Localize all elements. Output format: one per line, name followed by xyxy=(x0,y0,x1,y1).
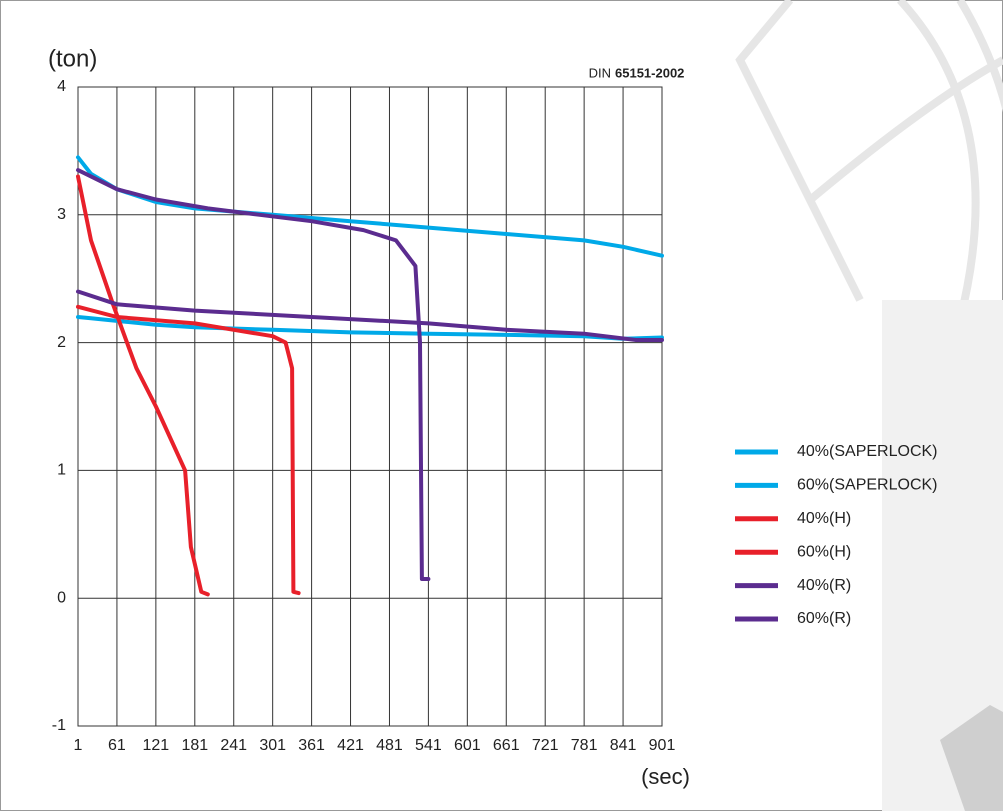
x-tick-label: 481 xyxy=(376,737,403,754)
x-tick-label: 361 xyxy=(298,737,325,754)
legend-label: 40%(SAPERLOCK) xyxy=(797,443,938,460)
y-tick-label: -1 xyxy=(52,717,66,734)
x-tick-label: 1 xyxy=(74,737,83,754)
x-tick-label: 421 xyxy=(337,737,364,754)
data-line xyxy=(76,315,664,341)
y-tick-label: 0 xyxy=(57,589,66,606)
y-tick-label: 2 xyxy=(57,334,66,351)
legend-label: 60%(R) xyxy=(797,610,851,627)
legend-label: 60%(SAPERLOCK) xyxy=(797,477,938,494)
decoration xyxy=(735,0,1003,330)
x-tick-label: 301 xyxy=(259,737,286,754)
data-line xyxy=(76,304,301,596)
x-tick-label: 661 xyxy=(493,737,520,754)
data-line xyxy=(76,168,431,581)
standard-prefix: DIN xyxy=(589,65,611,80)
y-tick-label: 4 xyxy=(57,78,66,95)
y-tick-label: 1 xyxy=(57,462,66,479)
legend-label: 60%(H) xyxy=(797,543,851,560)
decoration xyxy=(940,705,1003,811)
x-axis-label: (sec) xyxy=(641,764,690,789)
x-tick-label: 121 xyxy=(143,737,170,754)
data-line xyxy=(76,174,210,597)
x-tick-label: 721 xyxy=(532,737,559,754)
x-tick-label: 781 xyxy=(571,737,598,754)
x-tick-label: 601 xyxy=(454,737,481,754)
standard-code: 65151-2002 xyxy=(615,65,684,80)
x-tick-label: 541 xyxy=(415,737,442,754)
y-axis-label: (ton) xyxy=(48,45,97,72)
legend-label: 40%(R) xyxy=(797,577,851,594)
legend-label: 40%(H) xyxy=(797,510,851,527)
data-line xyxy=(76,289,664,342)
x-tick-label: 61 xyxy=(108,737,126,754)
x-tick-label: 181 xyxy=(181,737,208,754)
y-tick-label: 3 xyxy=(57,206,66,223)
x-tick-label: 241 xyxy=(220,737,247,754)
x-tick-label: 901 xyxy=(649,737,676,754)
x-tick-label: 841 xyxy=(610,737,637,754)
